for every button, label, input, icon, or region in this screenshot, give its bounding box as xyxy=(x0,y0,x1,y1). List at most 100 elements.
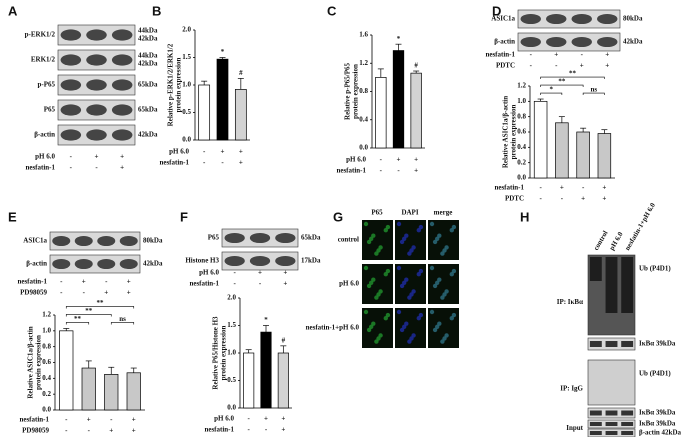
blot-band xyxy=(60,129,82,141)
blot-band xyxy=(605,422,618,426)
y-axis-label: protein expression xyxy=(510,105,518,160)
blot-frame xyxy=(49,231,141,251)
significance-bracket xyxy=(110,322,135,325)
error-bar xyxy=(219,57,226,60)
blot-band xyxy=(86,104,107,116)
blot-band xyxy=(589,257,602,281)
y-tick-label: 1.0 xyxy=(227,349,236,357)
cell xyxy=(416,228,421,233)
condition-sign: - xyxy=(83,289,86,297)
condition-sign: - xyxy=(539,184,542,192)
condition-sign: + xyxy=(132,427,136,435)
blot-band xyxy=(621,422,634,426)
error-bar xyxy=(63,328,70,331)
condition-sign: + xyxy=(560,184,564,192)
blot-label: IκBα 39kDa xyxy=(639,420,676,428)
cell xyxy=(396,309,402,315)
condition-sign: - xyxy=(582,184,585,192)
cell xyxy=(411,245,416,250)
blot-band xyxy=(119,258,138,270)
section-label: IP: IκBα xyxy=(557,298,583,306)
cell xyxy=(383,272,388,277)
micrograph-column-label: DAPI xyxy=(401,209,418,217)
cell xyxy=(440,251,445,256)
condition-sign: - xyxy=(265,426,268,434)
cell xyxy=(404,321,409,326)
error-bar xyxy=(280,345,287,353)
kda-label: 42kDa xyxy=(623,38,643,46)
y-tick-label: 1.2 xyxy=(42,311,51,319)
condition-label: PDTC xyxy=(496,62,515,70)
blot-band xyxy=(111,54,133,66)
cell xyxy=(402,236,407,241)
kda-label: 42kDa xyxy=(143,260,163,268)
blot-label: IκBα 39kDa xyxy=(639,409,676,417)
cell xyxy=(376,336,381,341)
bar xyxy=(576,131,590,179)
cell xyxy=(442,248,447,253)
cell xyxy=(432,327,438,333)
condition-sign: + xyxy=(605,51,609,59)
bar xyxy=(59,330,74,411)
kda-label: 42kDa xyxy=(138,60,158,68)
blot-label: ERK1/2 xyxy=(31,56,56,64)
condition-sign: + xyxy=(397,156,401,164)
significance-mark: * xyxy=(550,86,554,94)
condition-sign: + xyxy=(87,416,91,424)
blot-band xyxy=(597,13,618,25)
cell xyxy=(366,239,372,245)
bar xyxy=(597,133,612,179)
cell xyxy=(363,265,369,271)
blot-label: P65 xyxy=(208,234,220,242)
blot-band xyxy=(597,36,618,48)
blot-label: β-actin xyxy=(494,38,515,46)
cell xyxy=(378,333,383,338)
cell xyxy=(363,309,369,315)
blot-band xyxy=(621,341,634,347)
blot-band xyxy=(571,36,592,48)
condition-sign: + xyxy=(104,289,108,297)
cell xyxy=(376,248,381,253)
significance-mark: # xyxy=(282,336,286,344)
condition-sign: - xyxy=(530,51,533,59)
cell xyxy=(402,280,407,285)
cell xyxy=(366,283,372,289)
significance-mark: # xyxy=(414,62,418,70)
panel-letter: F xyxy=(180,209,188,224)
significance-mark: ns xyxy=(590,86,597,94)
y-tick-label: 1.5 xyxy=(182,53,191,61)
blot-band xyxy=(546,36,567,48)
condition-sign: - xyxy=(65,427,68,435)
panel-letter: E xyxy=(8,209,17,224)
bar xyxy=(260,331,272,409)
cell xyxy=(449,228,454,233)
cell xyxy=(383,316,388,321)
blot-band xyxy=(621,257,634,313)
cell xyxy=(451,312,457,318)
cell xyxy=(369,280,374,285)
condition-label: PD98059 xyxy=(20,289,47,297)
blot-band xyxy=(275,232,296,244)
kda-label: 80kDa xyxy=(623,15,643,23)
blot-label: Histone H3 xyxy=(185,257,219,265)
cell xyxy=(371,321,376,326)
blot-band xyxy=(571,13,592,25)
significance-mark: ** xyxy=(97,299,105,307)
significance-bracket xyxy=(65,306,135,309)
error-bar xyxy=(395,43,402,51)
condition-label: pH 6.0 xyxy=(169,148,189,156)
condition-sign: + xyxy=(127,278,131,286)
blot-band xyxy=(546,13,567,25)
panel-letter: D xyxy=(492,3,501,18)
condition-sign: - xyxy=(203,148,206,156)
condition-sign: + xyxy=(95,153,99,161)
blot-band xyxy=(111,129,133,141)
blot-band xyxy=(86,129,107,141)
cell xyxy=(429,221,435,227)
significance-mark: * xyxy=(264,316,268,324)
cell xyxy=(435,324,440,329)
significance-mark: ** xyxy=(569,70,577,78)
y-tick-label: 0.2 xyxy=(517,158,526,166)
condition-label: nesfatin-1 xyxy=(485,51,515,59)
blot-label: ASIC1a xyxy=(23,237,47,245)
